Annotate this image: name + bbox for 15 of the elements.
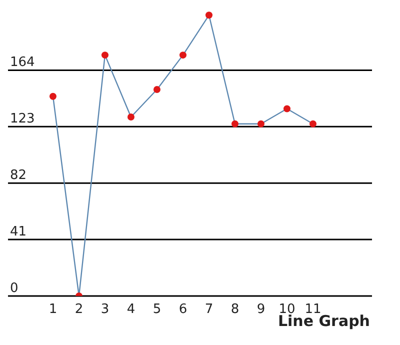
x-tick-label: 7 — [204, 302, 214, 318]
y-tick-label: 164 — [10, 55, 35, 70]
y-tick-label: 41 — [10, 224, 27, 240]
y-tick-label: 82 — [10, 168, 27, 184]
x-tick-label: 2 — [74, 302, 84, 318]
y-tick-label: 123 — [10, 112, 35, 127]
y-tick-label: 0 — [10, 281, 18, 296]
x-tick-label: 3 — [100, 302, 110, 318]
x-tick-label: 4 — [126, 302, 136, 318]
x-tick-label: 9 — [256, 302, 266, 318]
x-tick-label: 11 — [304, 302, 322, 318]
x-tick-label: 5 — [152, 302, 162, 318]
x-tick-label: 8 — [230, 302, 240, 318]
x-tick-label: 6 — [178, 302, 188, 318]
x-tick-label: 1 — [48, 302, 58, 318]
